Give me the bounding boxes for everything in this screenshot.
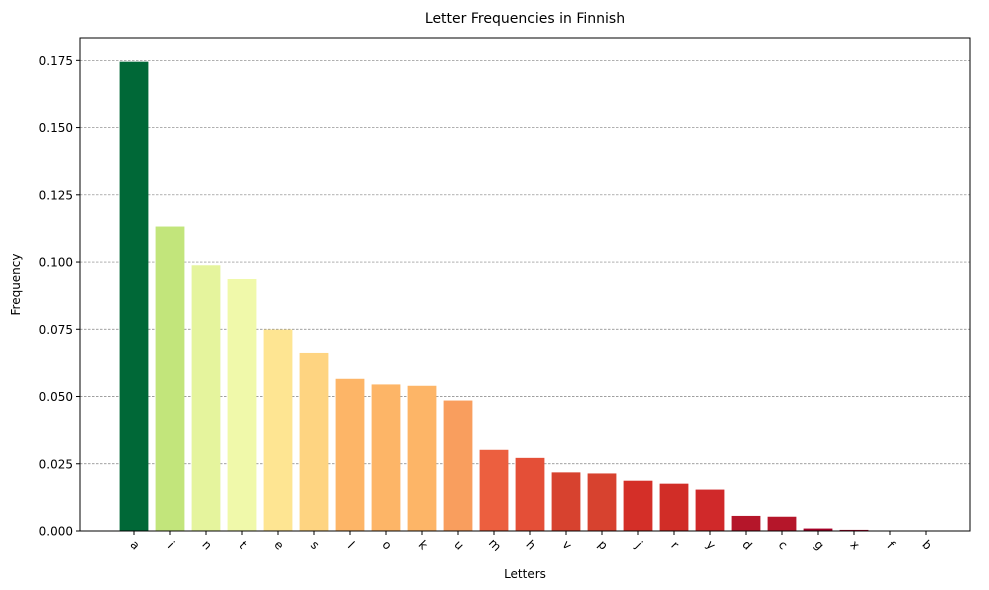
bars-layer xyxy=(119,61,941,531)
y-tick-label: 0.075 xyxy=(39,323,73,337)
bar-i xyxy=(155,226,185,531)
plot-frame xyxy=(79,37,971,532)
bar-m xyxy=(479,449,509,531)
bar-n xyxy=(191,265,221,531)
bar-l xyxy=(335,378,365,531)
bar-k xyxy=(407,385,437,531)
chart-title: Letter Frequencies in Finnish xyxy=(425,11,625,27)
y-axis-title: Frequency xyxy=(9,254,23,316)
bar-a xyxy=(119,61,149,531)
bar-y xyxy=(695,489,725,531)
y-tick-label: 0.175 xyxy=(39,54,73,68)
bar-o xyxy=(371,384,401,531)
bar-c xyxy=(767,516,797,531)
bar-t xyxy=(227,278,257,531)
y-axis: 0.000 0.025 0.050 0.075 0.100 0.125 0.150 0.175 xyxy=(39,54,80,539)
bar-j xyxy=(623,480,653,531)
bar-g xyxy=(803,528,833,531)
y-tick-label: 0.050 xyxy=(39,390,73,404)
y-tick-label: 0.025 xyxy=(39,457,73,471)
y-tick-label: 0.100 xyxy=(39,256,73,270)
x-axis-title: Letters xyxy=(504,567,546,581)
bar-s xyxy=(299,352,329,531)
bar-h xyxy=(515,457,545,531)
bar-r xyxy=(659,483,689,531)
bar-u xyxy=(443,400,473,531)
bar-v xyxy=(551,472,581,531)
y-tick-label: 0.000 xyxy=(39,525,73,539)
y-tick-label: 0.150 xyxy=(39,121,73,135)
y-tick-label: 0.125 xyxy=(39,188,73,202)
bar-d xyxy=(731,515,761,531)
bar-x xyxy=(839,529,869,531)
bar-p xyxy=(587,473,617,531)
bar-e xyxy=(263,329,293,531)
